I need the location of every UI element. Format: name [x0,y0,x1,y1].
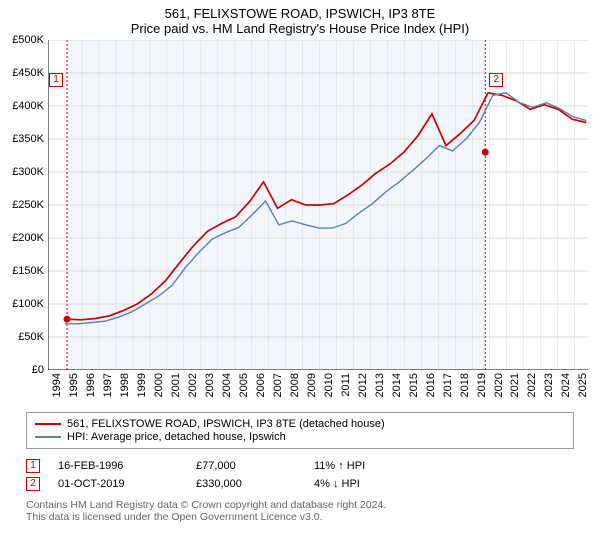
x-tick-label: 2010 [323,373,335,397]
y-tick-label: £300K [0,166,44,178]
y-tick-label: £50K [0,331,44,343]
footer-line-1: Contains HM Land Registry data © Crown c… [26,499,574,511]
transaction-row: 2 01-OCT-2019 £330,000 4% ↓ HPI [26,477,574,491]
x-tick-label: 2001 [170,373,182,397]
chart-titles: 561, FELIXSTOWE ROAD, IPSWICH, IP3 8TE P… [0,0,600,40]
transactions: 1 16-FEB-1996 £77,000 11% ↑ HPI 2 01-OCT-2019… [26,455,574,495]
legend-row: 561, FELIXSTOWE ROAD, IPSWICH, IP3 8TE (… [35,418,565,430]
x-tick-label: 2021 [509,373,521,397]
x-tick-label: 2016 [425,373,437,397]
x-tick-label: 2022 [526,373,538,397]
x-tick-label: 2005 [238,373,250,397]
transaction-marker: 2 [26,477,40,491]
x-tick-label: 2018 [459,373,471,397]
x-tick-label: 1995 [68,373,80,397]
x-tick-label: 2003 [204,373,216,397]
legend-row: HPI: Average price, detached house, Ipsw… [35,431,565,443]
y-tick-label: £500K [0,34,44,46]
x-tick-label: 2017 [442,373,454,397]
legend-swatch [35,436,61,438]
x-tick-label: 2008 [289,373,301,397]
title-line-1: 561, FELIXSTOWE ROAD, IPSWICH, IP3 8TE [0,6,600,21]
footer-line-2: This data is licensed under the Open Gov… [26,511,574,523]
x-tick-label: 2006 [255,373,267,397]
x-tick-label: 2025 [577,373,589,397]
transaction-marker: 1 [26,459,40,473]
x-tick-label: 2024 [560,373,572,397]
x-tick-label: 2023 [543,373,555,397]
y-tick-label: £0 [0,364,44,376]
transaction-date: 01-OCT-2019 [58,478,178,490]
legend-label: 561, FELIXSTOWE ROAD, IPSWICH, IP3 8TE (… [67,418,385,430]
chart-plot-area: 12 [48,40,588,370]
legend: 561, FELIXSTOWE ROAD, IPSWICH, IP3 8TE (… [26,412,574,449]
attribution: Contains HM Land Registry data © Crown c… [26,499,574,523]
x-tick-label: 2004 [221,373,233,397]
y-tick-label: £450K [0,67,44,79]
legend-label: HPI: Average price, detached house, Ipsw… [67,431,286,443]
transaction-price: £77,000 [196,460,296,472]
x-axis: 1994 1995 1996 1997 1998 1999 2000 2001 2002 2003… [48,370,588,408]
x-tick-label: 1997 [102,373,114,397]
transaction-delta: 11% ↑ HPI [314,460,365,472]
event-marker: 2 [489,73,503,87]
transaction-row: 1 16-FEB-1996 £77,000 11% ↑ HPI [26,459,574,473]
transaction-date: 16-FEB-1996 [58,460,178,472]
y-tick-label: £200K [0,232,44,244]
y-tick-label: £350K [0,133,44,145]
title-line-2: Price paid vs. HM Land Registry's House … [0,21,600,36]
transaction-price: £330,000 [196,478,296,490]
x-tick-label: 2009 [306,373,318,397]
x-tick-label: 2019 [476,373,488,397]
x-tick-label: 2012 [357,373,369,397]
plot-bg-band [67,40,485,370]
x-tick-label: 2000 [153,373,165,397]
y-tick-label: £100K [0,298,44,310]
transaction-delta: 4% ↓ HPI [314,478,360,490]
y-tick-label: £150K [0,265,44,277]
y-tick-label: £400K [0,100,44,112]
y-axis: £0£50K£100K£150K£200K£250K£300K£350K£400… [0,40,48,370]
x-tick-label: 1994 [51,373,63,397]
x-tick-label: 1999 [136,373,148,397]
event-marker: 1 [49,73,63,87]
legend-swatch [35,423,61,425]
x-tick-label: 2002 [187,373,199,397]
x-tick-label: 1998 [119,373,131,397]
x-tick-label: 2015 [408,373,420,397]
x-tick-label: 2014 [391,373,403,397]
x-tick-label: 2007 [272,373,284,397]
x-tick-label: 1996 [85,373,97,397]
x-tick-label: 2020 [493,373,505,397]
x-tick-label: 2013 [374,373,386,397]
x-tick-label: 2011 [340,373,352,397]
y-tick-label: £250K [0,199,44,211]
